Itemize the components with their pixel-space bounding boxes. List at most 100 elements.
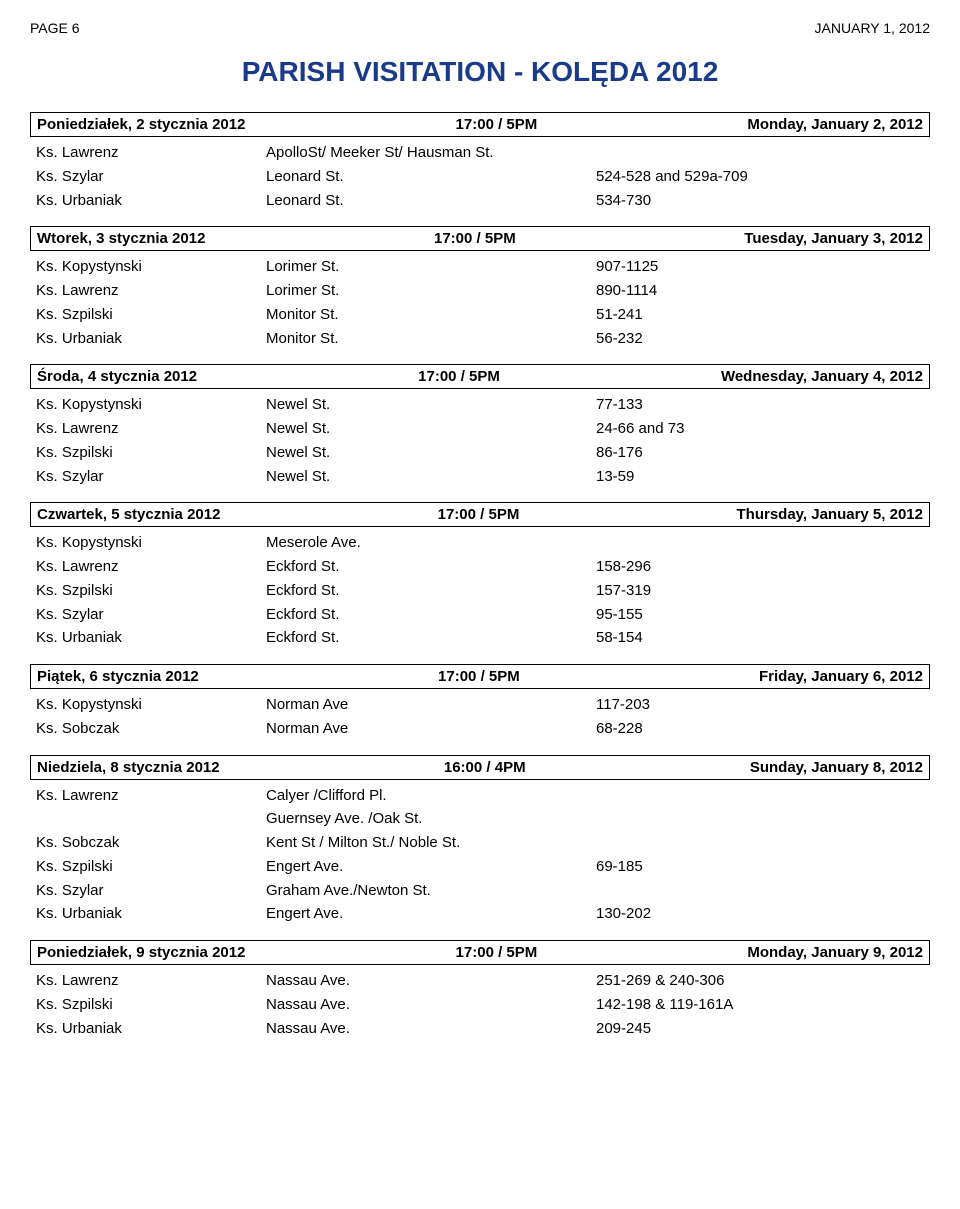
priest-cell: Ks. Szylar bbox=[36, 604, 266, 626]
street-cell: Leonard St. bbox=[266, 166, 596, 188]
numbers-cell: 142-198 & 119-161A bbox=[596, 994, 924, 1016]
priest-cell: Ks. Szylar bbox=[36, 880, 266, 902]
schedule-row: Ks. SzpilskiMonitor St.51-241 bbox=[30, 303, 930, 327]
numbers-cell: 158-296 bbox=[596, 556, 924, 578]
schedule-row: Ks. SzpilskiEngert Ave.69-185 bbox=[30, 855, 930, 879]
day-english: Monday, January 2, 2012 bbox=[747, 116, 923, 133]
schedule-row: Ks. UrbaniakLeonard St.534-730 bbox=[30, 189, 930, 213]
numbers-cell: 58-154 bbox=[596, 627, 924, 649]
street-cell: Monitor St. bbox=[266, 304, 596, 326]
numbers-cell bbox=[596, 532, 924, 554]
priest-cell: Ks. Lawrenz bbox=[36, 970, 266, 992]
priest-cell: Ks. Sobczak bbox=[36, 832, 266, 854]
schedule-row: Ks. LawrenzEckford St.158-296 bbox=[30, 555, 930, 579]
day-section: Wtorek, 3 stycznia 201217:00 / 5PMTuesda… bbox=[30, 226, 930, 350]
priest-cell: Ks. Urbaniak bbox=[36, 627, 266, 649]
day-polish: Środa, 4 stycznia 2012 bbox=[37, 368, 197, 385]
numbers-cell: 130-202 bbox=[596, 903, 924, 925]
street-cell: Monitor St. bbox=[266, 328, 596, 350]
schedule-row: Ks. UrbaniakEckford St.58-154 bbox=[30, 626, 930, 650]
day-section: Poniedziałek, 9 stycznia 201217:00 / 5PM… bbox=[30, 940, 930, 1040]
page-title: PARISH VISITATION - KOLĘDA 2012 bbox=[30, 56, 930, 88]
numbers-cell: 24-66 and 73 bbox=[596, 418, 924, 440]
schedule-row: Ks. SobczakNorman Ave68-228 bbox=[30, 717, 930, 741]
priest-cell: Ks. Lawrenz bbox=[36, 142, 266, 164]
numbers-cell: 51-241 bbox=[596, 304, 924, 326]
day-english: Monday, January 9, 2012 bbox=[747, 944, 923, 961]
street-cell: Norman Ave bbox=[266, 718, 596, 740]
day-time: 17:00 / 5PM bbox=[434, 230, 516, 247]
street-cell: Eckford St. bbox=[266, 580, 596, 602]
page-header: PAGE 6 JANUARY 1, 2012 bbox=[30, 20, 930, 36]
numbers-cell bbox=[596, 832, 924, 854]
day-section: Piątek, 6 stycznia 201217:00 / 5PMFriday… bbox=[30, 664, 930, 741]
schedule-row: Ks. UrbaniakEngert Ave.130-202 bbox=[30, 902, 930, 926]
page-number: PAGE 6 bbox=[30, 20, 80, 36]
day-english: Thursday, January 5, 2012 bbox=[737, 506, 923, 523]
numbers-cell: 56-232 bbox=[596, 328, 924, 350]
day-polish: Niedziela, 8 stycznia 2012 bbox=[37, 759, 220, 776]
day-polish: Piątek, 6 stycznia 2012 bbox=[37, 668, 199, 685]
street-cell: Leonard St. bbox=[266, 190, 596, 212]
numbers-cell: 890-1114 bbox=[596, 280, 924, 302]
priest-cell: Ks. Lawrenz bbox=[36, 280, 266, 302]
day-english: Sunday, January 8, 2012 bbox=[750, 759, 923, 776]
priest-cell: Ks. Urbaniak bbox=[36, 1018, 266, 1040]
priest-cell: Ks. Szylar bbox=[36, 466, 266, 488]
day-english: Tuesday, January 3, 2012 bbox=[744, 230, 923, 247]
schedule-row: Ks. SzylarNewel St.13-59 bbox=[30, 465, 930, 489]
schedule-row: Ks. SobczakKent St / Milton St./ Noble S… bbox=[30, 831, 930, 855]
schedule-row: Ks. SzpilskiNewel St.86-176 bbox=[30, 441, 930, 465]
street-cell: Graham Ave./Newton St. bbox=[266, 880, 596, 902]
schedule-row: Ks. SzylarLeonard St.524-528 and 529a-70… bbox=[30, 165, 930, 189]
schedule-row: Ks. SzylarGraham Ave./Newton St. bbox=[30, 879, 930, 903]
priest-cell: Ks. Szpilski bbox=[36, 580, 266, 602]
numbers-cell: 95-155 bbox=[596, 604, 924, 626]
numbers-cell bbox=[596, 785, 924, 807]
day-time: 17:00 / 5PM bbox=[456, 116, 538, 133]
priest-cell: Ks. Urbaniak bbox=[36, 328, 266, 350]
schedule-row: Ks. SzpilskiEckford St.157-319 bbox=[30, 579, 930, 603]
numbers-cell: 68-228 bbox=[596, 718, 924, 740]
priest-cell: Ks. Szpilski bbox=[36, 856, 266, 878]
street-cell: Newel St. bbox=[266, 418, 596, 440]
numbers-cell: 13-59 bbox=[596, 466, 924, 488]
day-header: Poniedziałek, 2 stycznia 201217:00 / 5PM… bbox=[30, 112, 930, 137]
priest-cell: Ks. Lawrenz bbox=[36, 556, 266, 578]
priest-cell: Ks. Kopystynski bbox=[36, 256, 266, 278]
priest-cell: Ks. Szpilski bbox=[36, 994, 266, 1016]
street-cell: Kent St / Milton St./ Noble St. bbox=[266, 832, 596, 854]
numbers-cell: 157-319 bbox=[596, 580, 924, 602]
street-cell: Nassau Ave. bbox=[266, 994, 596, 1016]
day-header: Niedziela, 8 stycznia 201216:00 / 4PMSun… bbox=[30, 755, 930, 780]
numbers-cell: 117-203 bbox=[596, 694, 924, 716]
numbers-cell: 209-245 bbox=[596, 1018, 924, 1040]
priest-cell: Ks. Kopystynski bbox=[36, 694, 266, 716]
street-cell: Lorimer St. bbox=[266, 280, 596, 302]
day-header: Wtorek, 3 stycznia 201217:00 / 5PMTuesda… bbox=[30, 226, 930, 251]
schedule-row: Ks. KopystynskiNorman Ave117-203 bbox=[30, 693, 930, 717]
priest-cell: Ks. Lawrenz bbox=[36, 418, 266, 440]
schedule-row: Ks. UrbaniakMonitor St.56-232 bbox=[30, 327, 930, 351]
street-cell: Nassau Ave. bbox=[266, 1018, 596, 1040]
street-cell: Lorimer St. bbox=[266, 256, 596, 278]
priest-cell: Ks. Szpilski bbox=[36, 304, 266, 326]
days-container: Poniedziałek, 2 stycznia 201217:00 / 5PM… bbox=[30, 112, 930, 1040]
priest-cell: Ks. Kopystynski bbox=[36, 394, 266, 416]
numbers-cell bbox=[596, 880, 924, 902]
schedule-row: Ks. KopystynskiNewel St.77-133 bbox=[30, 393, 930, 417]
numbers-cell: 907-1125 bbox=[596, 256, 924, 278]
street-cell: Eckford St. bbox=[266, 556, 596, 578]
day-header: Środa, 4 stycznia 201217:00 / 5PMWednesd… bbox=[30, 364, 930, 389]
street-cell: Meserole Ave. bbox=[266, 532, 596, 554]
day-time: 17:00 / 5PM bbox=[418, 368, 500, 385]
priest-cell: Ks. Lawrenz bbox=[36, 785, 266, 807]
schedule-row: Ks. LawrenzLorimer St.890-1114 bbox=[30, 279, 930, 303]
day-time: 17:00 / 5PM bbox=[438, 668, 520, 685]
schedule-row: Ks. LawrenzCalyer /Clifford Pl. bbox=[30, 784, 930, 808]
priest-cell: Ks. Kopystynski bbox=[36, 532, 266, 554]
day-header: Piątek, 6 stycznia 201217:00 / 5PMFriday… bbox=[30, 664, 930, 689]
street-cell: Engert Ave. bbox=[266, 856, 596, 878]
schedule-row: Guernsey Ave. /Oak St. bbox=[30, 807, 930, 831]
priest-cell bbox=[36, 808, 266, 830]
